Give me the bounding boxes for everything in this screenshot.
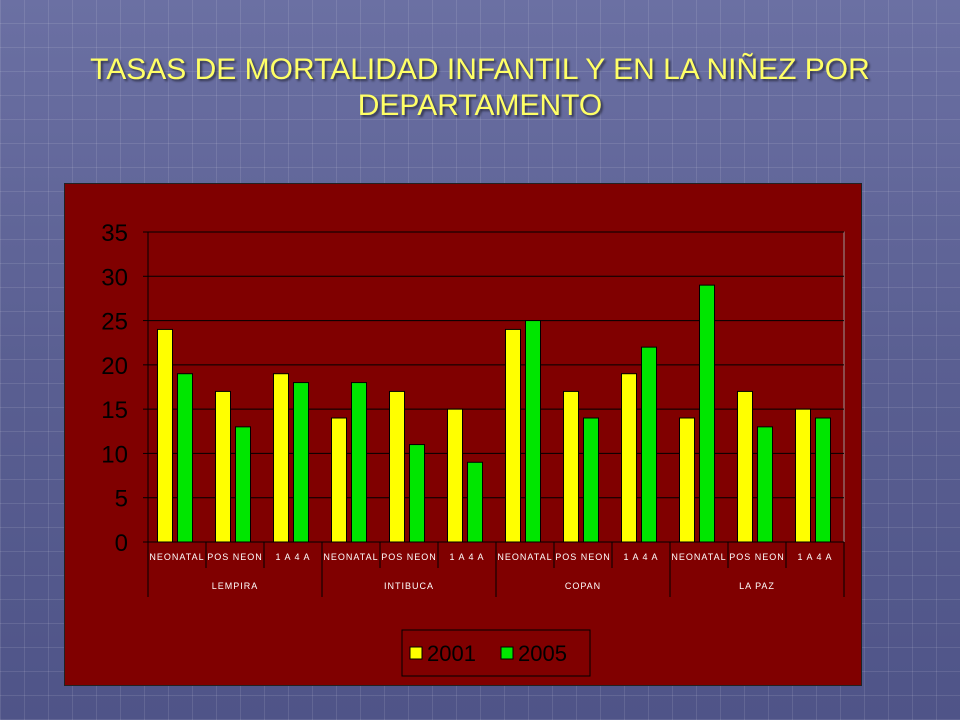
bar-2005-7 (525, 320, 541, 543)
bar-2001-1 (157, 328, 173, 543)
bar-2005-12 (815, 417, 831, 543)
bar-2005-6 (467, 461, 483, 543)
x-tick-label: 1 A 4 A (623, 552, 658, 562)
bar-2001-7 (505, 328, 521, 543)
legend-label-2001: 2001 (427, 641, 476, 666)
bar-2001-3 (273, 373, 289, 543)
bar-2005-5 (409, 444, 425, 543)
bar-2001-2 (215, 390, 231, 543)
y-tick-label: 0 (115, 530, 128, 557)
y-tick-label: 25 (101, 309, 128, 336)
y-tick-label: 15 (101, 397, 128, 424)
chart-area: 0 5 10 15 20 25 30 35 NEONATAL POS NEON 1 A 4 A NEO… (64, 183, 862, 686)
bar-2005-9 (641, 346, 657, 543)
bar-2005-10 (699, 284, 715, 543)
legend-label-2005: 2005 (518, 641, 567, 666)
x-tick-label: NEONATAL (671, 552, 726, 562)
bar-2005-11 (757, 426, 773, 543)
x-tick-label: NEONATAL (497, 552, 552, 562)
x-tick-label: NEONATAL (149, 552, 204, 562)
x-tick-label: 1 A 4 A (797, 552, 832, 562)
legend-swatch-2005 (500, 646, 514, 660)
bar-2005-3 (293, 382, 309, 543)
y-tick-label: 30 (101, 264, 128, 291)
x-tick-label: POS NEON (207, 552, 263, 562)
bar-2005-4 (351, 382, 367, 543)
x-tick-label: NEONATAL (323, 552, 378, 562)
bar-2005-8 (583, 417, 599, 543)
y-tick-label: 5 (115, 486, 128, 513)
bar-2001-4 (331, 417, 347, 543)
bar-2001-5 (389, 390, 405, 543)
y-tick-label: 10 (101, 441, 128, 468)
x-tick-label: POS NEON (381, 552, 437, 562)
group-label: COPAN (565, 581, 601, 591)
legend-swatch-2001 (409, 646, 423, 660)
x-tick-label: POS NEON (555, 552, 611, 562)
legend (401, 629, 591, 677)
slide-title: TASAS DE MORTALIDAD INFANTIL Y EN LA NIÑ… (90, 53, 870, 122)
x-tick-label: 1 A 4 A (449, 552, 484, 562)
bar-2001-12 (795, 408, 811, 543)
y-tick-label: 20 (101, 353, 128, 380)
bar-2005-1 (177, 373, 193, 543)
group-label: LEMPIRA (212, 581, 259, 591)
bar-2001-8 (563, 390, 579, 543)
plot-area (147, 231, 845, 543)
bar-2001-9 (621, 373, 637, 543)
bar-2001-6 (447, 408, 463, 543)
group-label: LA PAZ (739, 581, 775, 591)
y-tick-label: 35 (101, 220, 128, 247)
bar-2001-10 (679, 417, 695, 543)
bar-2005-2 (235, 426, 251, 543)
bar-2001-11 (737, 390, 753, 543)
x-tick-label: POS NEON (729, 552, 785, 562)
x-tick-label: 1 A 4 A (275, 552, 310, 562)
group-label: INTIBUCA (384, 581, 434, 591)
